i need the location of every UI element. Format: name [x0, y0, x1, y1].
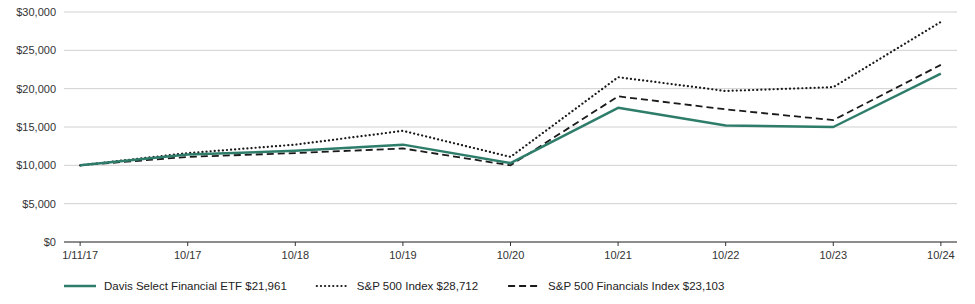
lines: [80, 22, 941, 165]
y-tick-label: $30,000: [16, 6, 56, 18]
x-tick-label: 10/18: [282, 249, 310, 261]
series-line: [80, 74, 941, 166]
x-tick: [510, 242, 511, 246]
chart: $0 $5,000 $10,000 $15,000 $20,000 $25,000 $30,…: [0, 0, 975, 304]
legend-label: Davis Select Financial ETF $21,961: [104, 280, 287, 292]
grid-line: [64, 50, 957, 51]
y-tick-label: $15,000: [16, 121, 56, 133]
legend-label: S&P 500 Index $28,712: [357, 280, 478, 292]
x-tick: [187, 242, 188, 246]
x-tick-label: 10/20: [497, 249, 525, 261]
x-axis: 1/11/17 10/17 10/18 10/19 10/20 10/21 10/22 10/…: [62, 242, 957, 261]
x-tick: [940, 242, 941, 246]
y-tick-label: $10,000: [16, 159, 56, 171]
x-tick-label: 10/19: [389, 249, 417, 261]
x-tick: [402, 242, 403, 246]
grid-line: [64, 12, 957, 13]
series-line: [80, 65, 941, 165]
x-tick-label: 10/24: [927, 249, 955, 261]
grid-line: [64, 203, 957, 204]
x-tick: [833, 242, 834, 246]
legend-swatch: [508, 285, 540, 287]
legend: Davis Select Financial ETF $21,961 S&P 50…: [64, 280, 724, 292]
y-tick-label: $5,000: [22, 198, 56, 210]
x-tick-label: 10/23: [820, 249, 848, 261]
legend-label: S&P 500 Financials Index $23,103: [548, 280, 724, 292]
x-tick: [618, 242, 619, 246]
legend-swatch: [317, 285, 349, 287]
x-tick-label: 10/17: [174, 249, 202, 261]
x-tick-label: 10/21: [604, 249, 632, 261]
series-line: [80, 22, 941, 165]
x-tick: [295, 242, 296, 246]
y-tick-label: $0: [44, 236, 56, 248]
x-tick-label: 1/11/17: [62, 249, 98, 261]
y-tick-label: $20,000: [16, 83, 56, 95]
x-tick: [725, 242, 726, 246]
y-axis: $0 $5,000 $10,000 $15,000 $20,000 $25,000 $30,…: [16, 6, 957, 248]
y-tick-label: $25,000: [16, 44, 56, 56]
legend-swatch: [64, 285, 96, 288]
x-tick: [80, 242, 81, 246]
x-tick-label: 10/22: [712, 249, 740, 261]
